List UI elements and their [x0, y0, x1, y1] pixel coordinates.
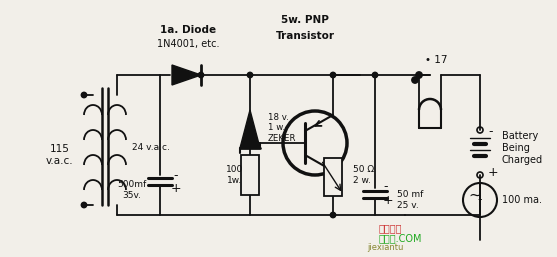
Text: +: +: [383, 194, 394, 207]
Circle shape: [198, 72, 203, 78]
FancyBboxPatch shape: [241, 155, 259, 195]
Text: • 17: • 17: [425, 55, 447, 65]
Text: Transistor: Transistor: [276, 31, 335, 41]
Circle shape: [81, 203, 86, 207]
Text: 1a. Diode: 1a. Diode: [160, 25, 216, 35]
Circle shape: [412, 77, 418, 83]
Text: 115
v.a.c.: 115 v.a.c.: [46, 144, 74, 166]
Text: 1N4001, etc.: 1N4001, etc.: [157, 39, 219, 49]
Text: -: -: [488, 125, 492, 139]
Circle shape: [247, 72, 252, 78]
Polygon shape: [240, 110, 260, 148]
Text: ~: ~: [468, 188, 481, 203]
Text: 500mf
35v.: 500mf 35v.: [118, 180, 146, 200]
Text: 100
1w.: 100 1w.: [226, 165, 243, 185]
Text: jiexiantu: jiexiantu: [367, 243, 403, 252]
Text: 5w. PNP: 5w. PNP: [281, 15, 329, 25]
Circle shape: [373, 72, 378, 78]
Text: 50 mf
25 v.: 50 mf 25 v.: [397, 190, 423, 210]
Text: +: +: [170, 181, 182, 195]
Text: +: +: [488, 167, 499, 179]
Polygon shape: [172, 65, 201, 85]
Text: 24 v.a.c.: 24 v.a.c.: [132, 143, 170, 152]
Text: Battery
Being
Charged: Battery Being Charged: [502, 131, 543, 164]
Text: -: -: [174, 170, 178, 182]
Circle shape: [416, 72, 422, 78]
Circle shape: [330, 213, 335, 217]
Text: -: -: [383, 180, 388, 194]
Circle shape: [330, 72, 335, 78]
Circle shape: [81, 93, 86, 97]
Text: 电工天下: 电工天下: [378, 223, 402, 233]
Text: 50 Ω
2 w.: 50 Ω 2 w.: [353, 165, 374, 185]
Text: 18 v.
1 w.
ZEKER: 18 v. 1 w. ZEKER: [268, 113, 296, 143]
Text: 100 ma.: 100 ma.: [502, 195, 542, 205]
Text: 接线图.COM: 接线图.COM: [378, 233, 422, 243]
FancyBboxPatch shape: [324, 158, 342, 196]
Text: -: -: [478, 194, 482, 207]
